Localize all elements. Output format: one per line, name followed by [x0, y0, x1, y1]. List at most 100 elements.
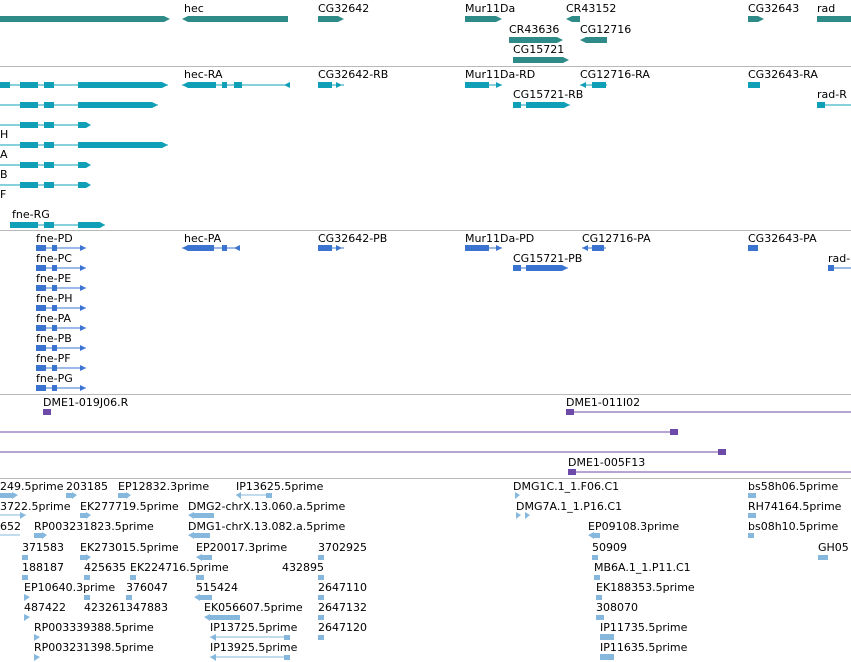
gene-cr43636-arrow [557, 37, 563, 43]
transcript-label[interactable]: hec-RA [184, 68, 223, 81]
gene-cg12716-arrow [580, 37, 586, 43]
est-label[interactable]: 515424 [196, 581, 238, 594]
bac-label[interactable]: DME1-011I02 [566, 396, 641, 409]
gene-cg32643-arrow [758, 16, 764, 22]
gene-rad-bar [817, 16, 851, 22]
est-label[interactable]: EP10640.3prime [24, 581, 116, 594]
est-label[interactable]: EK056607.5prime [204, 601, 303, 614]
est-label[interactable]: DMG2-chrX.13.060.a.5prime [188, 500, 346, 513]
est-label[interactable]: EK273015.5prime [80, 541, 179, 554]
bac-label[interactable]: DME1-005F13 [568, 456, 646, 469]
est-label[interactable]: EP20017.3prime [196, 541, 288, 554]
est-label[interactable]: RP003231823.5prime [34, 520, 154, 533]
protein-label[interactable]: fne-PC [36, 252, 72, 265]
est-label[interactable]: 371583 [22, 541, 64, 554]
est-label[interactable]: 3722.5prime [0, 500, 71, 513]
est-label[interactable]: 423261 [84, 601, 126, 614]
est-label[interactable]: 652 [0, 520, 21, 533]
protein-label[interactable]: fne-PA [36, 312, 72, 325]
transcript-label[interactable]: Mur11Da-RD [465, 68, 536, 81]
est-label[interactable]: GH05 [818, 541, 849, 554]
gene-cg15721-arrow [563, 57, 569, 63]
transcript-label[interactable]: CG12716-RA [580, 68, 650, 81]
protein-label[interactable]: CG12716-PA [582, 232, 651, 245]
est-label[interactable]: 2647120 [318, 621, 367, 634]
gene-cg32643-bar [748, 16, 758, 22]
transcript-label[interactable]: rad-R [817, 88, 847, 101]
est-label[interactable]: IP11735.5prime [600, 621, 688, 634]
est-label[interactable]: 2647132 [318, 601, 367, 614]
protein-label[interactable]: fne-PB [36, 332, 72, 345]
transcript-label[interactable]: H [0, 128, 9, 141]
est-label[interactable]: 188187 [22, 561, 64, 574]
est-label[interactable]: EK224716.5prime [130, 561, 229, 574]
bac-track-glyphs [0, 409, 851, 475]
est-label[interactable]: 3702925 [318, 541, 367, 554]
est-label[interactable]: 308070 [596, 601, 638, 614]
gene-label[interactable]: CG32643 [748, 2, 800, 15]
est-label[interactable]: IP11635.5prime [600, 641, 688, 654]
track-divider [0, 478, 851, 479]
est-label[interactable]: 249.5prime [0, 480, 64, 493]
est-label[interactable]: 347883 [126, 601, 168, 614]
protein-label[interactable]: fne-PH [36, 292, 73, 305]
est-label[interactable]: bs58h06.5prime [748, 480, 839, 493]
est-label[interactable]: 2647110 [318, 581, 367, 594]
est-label[interactable]: IP13625.5prime [236, 480, 324, 493]
est-label[interactable]: DMG1-chrX.13.082.a.5prime [188, 520, 346, 533]
est-label[interactable]: 203185 [66, 480, 108, 493]
gene-label[interactable]: CR43636 [509, 23, 560, 36]
gene-cg32642-bar [318, 16, 338, 22]
protein-label[interactable]: CG15721-PB [513, 252, 583, 265]
gene-label[interactable]: Mur11Da [465, 2, 516, 15]
transcript-label[interactable]: fne-RG [12, 208, 50, 221]
transcript-label[interactable]: CG32642-RB [318, 68, 389, 81]
protein-label[interactable]: Mur11Da-PD [465, 232, 535, 245]
protein-label[interactable]: fne-PG [36, 372, 73, 385]
transcript-label[interactable]: B [0, 168, 8, 181]
est-label[interactable]: DMG7A.1_1.P16.C1 [516, 500, 623, 513]
protein-label[interactable]: fne-PE [36, 272, 72, 285]
transcript-label[interactable]: CG15721-RB [513, 88, 584, 101]
gene-label[interactable]: hec [184, 2, 204, 15]
gene-label[interactable]: CR43152 [566, 2, 617, 15]
protein-label[interactable]: CG32642-PB [318, 232, 388, 245]
est-label[interactable]: EP12832.3prime [118, 480, 210, 493]
bac-label[interactable]: DME1-019J06.R [43, 396, 129, 409]
transcript-label[interactable]: CG32643-RA [748, 68, 818, 81]
est-label[interactable]: EK188353.5prime [596, 581, 695, 594]
est-label[interactable]: RH74164.5prime [748, 500, 842, 513]
protein-track-glyphs [36, 245, 851, 391]
est-label[interactable]: EK277719.5prime [80, 500, 179, 513]
gene-label[interactable]: CG15721 [513, 43, 565, 56]
transcript-label[interactable]: A [0, 148, 8, 161]
protein-label[interactable]: fne-PD [36, 232, 73, 245]
protein-label[interactable]: hec-PA [184, 232, 222, 245]
gene-hec-bar [188, 16, 288, 22]
est-label[interactable]: MB6A.1_1.P11.C1 [594, 561, 691, 574]
est-label[interactable]: bs08h10.5prime [748, 520, 839, 533]
gene-fne-bar [0, 16, 164, 22]
est-label[interactable]: DMG1C.1_1.F06.C1 [513, 480, 620, 493]
est-label[interactable]: EP09108.3prime [588, 520, 680, 533]
gene-cg15721-bar [513, 57, 563, 63]
est-label[interactable]: 425635 [84, 561, 126, 574]
est-label[interactable]: IP13925.5prime [210, 641, 298, 654]
gene-mur11da-arrow [496, 16, 502, 22]
est-label[interactable]: RP003339388.5prime [34, 621, 154, 634]
gene-cr43636-bar [509, 37, 557, 43]
gene-label[interactable]: CG12716 [580, 23, 632, 36]
est-label[interactable]: RP003231398.5prime [34, 641, 154, 654]
est-label[interactable]: 432895 [282, 561, 324, 574]
protein-label[interactable]: CG32643-PA [748, 232, 817, 245]
est-label[interactable]: 50909 [592, 541, 627, 554]
transcript-label[interactable]: F [0, 188, 7, 201]
gene-label[interactable]: CG32642 [318, 2, 370, 15]
protein-label[interactable]: rad- [828, 252, 851, 265]
gene-label[interactable]: rad [817, 2, 836, 15]
est-label[interactable]: 376047 [126, 581, 168, 594]
transcript-track-glyphs [0, 82, 851, 228]
est-label[interactable]: IP13725.5prime [210, 621, 298, 634]
est-label[interactable]: 487422 [24, 601, 66, 614]
protein-label[interactable]: fne-PF [36, 352, 71, 365]
